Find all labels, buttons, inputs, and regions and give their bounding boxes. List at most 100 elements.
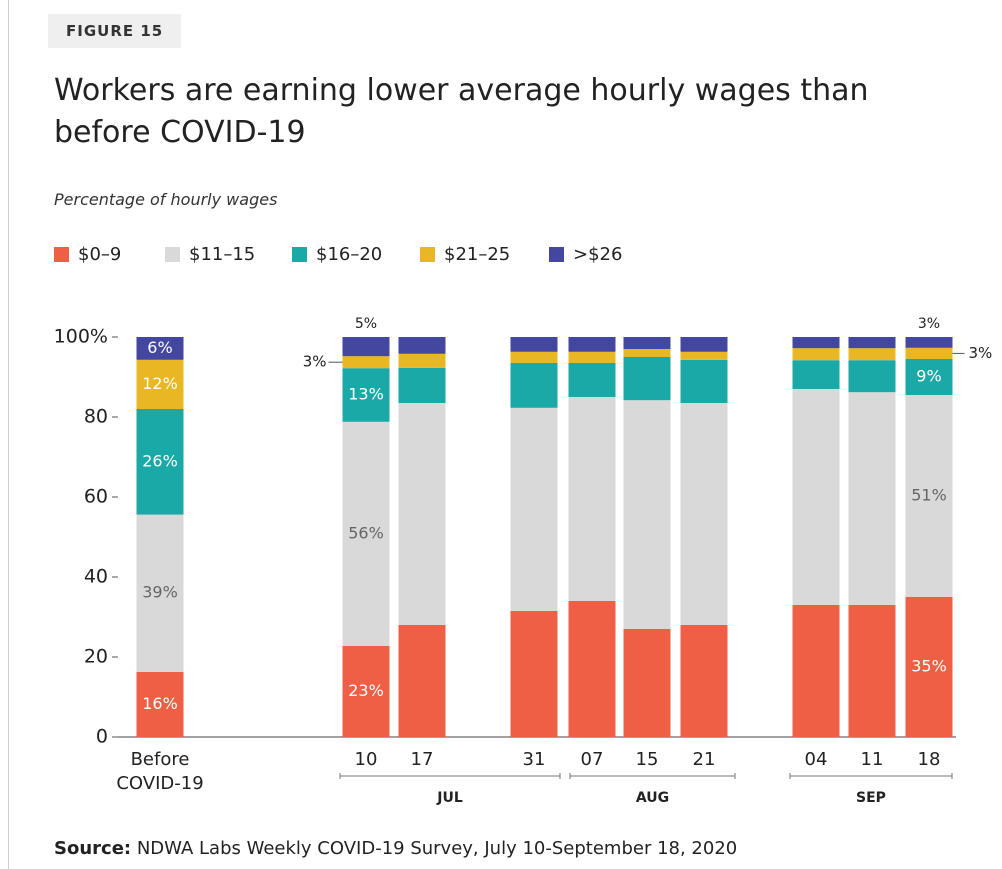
x-tick-label: 21 <box>692 749 716 770</box>
value-label: 5% <box>355 316 377 332</box>
x-tick-label: 31 <box>522 749 546 770</box>
legend-label: $16–20 <box>316 244 382 265</box>
y-tick-label: 60 <box>84 486 108 508</box>
value-label: 23% <box>348 681 384 700</box>
x-tick-label: 18 <box>917 749 941 770</box>
source: Source: NDWA Labs Weekly COVID-19 Survey… <box>54 838 737 859</box>
value-label: 51% <box>911 486 947 505</box>
x-tick-label-box: 31 <box>522 749 546 770</box>
group-label: SEP <box>856 790 886 806</box>
value-label: 35% <box>911 657 947 676</box>
bar-segment <box>342 337 390 357</box>
bar-segment <box>568 351 616 363</box>
y-tick-label: 0 <box>96 726 108 748</box>
bar-segment <box>510 351 558 363</box>
value-label: 3% <box>303 353 327 371</box>
group-label: JUL <box>436 790 463 806</box>
bar-segment <box>792 337 840 349</box>
y-tick-label: 100% <box>54 326 108 348</box>
bar-segment <box>848 337 896 349</box>
y-tick-label: 40 <box>84 566 108 588</box>
bar-segment <box>510 611 558 737</box>
source-label: Source: <box>54 838 132 859</box>
legend-label: >$26 <box>573 244 622 265</box>
x-tick-label: Before COVID-19 <box>116 749 204 794</box>
bar-segment <box>568 337 616 352</box>
figure-label: FIGURE 15 <box>48 14 182 48</box>
value-label: 26% <box>142 451 178 470</box>
chart-subtitle: Percentage of hourly wages <box>54 190 278 209</box>
bar-segment <box>510 407 558 611</box>
y-tick-label: 20 <box>84 646 108 668</box>
x-tick-label-box: 15 <box>635 749 659 770</box>
bar-segment <box>905 359 953 395</box>
value-label: 16% <box>142 694 178 713</box>
x-tick-label-box: 11 <box>860 749 884 770</box>
x-tick-label: 11 <box>860 749 884 770</box>
value-label: 3% <box>969 344 993 362</box>
bar-segment <box>398 625 446 737</box>
bar-segment <box>848 392 896 605</box>
bar-segment <box>510 337 558 352</box>
bar-segment <box>905 395 953 597</box>
value-label: 56% <box>348 523 384 542</box>
x-tick-label: 04 <box>804 749 828 770</box>
x-tick-label: 15 <box>635 749 659 770</box>
value-label: 9% <box>916 367 941 386</box>
bar-segment <box>623 357 671 401</box>
bar-segment <box>623 337 671 349</box>
legend-swatch <box>549 247 564 262</box>
legend-label: $0–9 <box>78 244 121 265</box>
x-tick-label: 17 <box>410 749 434 770</box>
x-tick-label: 10 <box>354 749 378 770</box>
value-label: 13% <box>348 385 384 404</box>
bar-segment <box>136 514 184 672</box>
bar-segment <box>568 397 616 601</box>
bar-segment <box>792 348 840 361</box>
bar-segment <box>792 389 840 605</box>
bar-segment <box>905 597 953 737</box>
bar-segment <box>568 363 616 397</box>
chart-title: Workers are earning lower average hourly… <box>54 73 869 150</box>
bar-segment <box>680 403 728 625</box>
bar-segment <box>792 605 840 737</box>
value-label: 6% <box>147 338 172 357</box>
value-label: 12% <box>142 374 178 393</box>
bar-segment <box>623 400 671 629</box>
value-label: 39% <box>142 583 178 602</box>
bar-segment <box>680 337 728 352</box>
x-tick-label-box: 21 <box>692 749 716 770</box>
x-tick-label-box: 10 <box>354 749 378 770</box>
bar-segment <box>398 337 446 354</box>
bar-segment <box>905 337 953 348</box>
bar-segment <box>848 605 896 737</box>
bar-segment <box>848 360 896 393</box>
bar-segment <box>398 367 446 403</box>
bar-segment <box>623 629 671 737</box>
bar-segment <box>792 360 840 389</box>
bar-segment <box>342 368 390 422</box>
bar-segment <box>136 359 184 409</box>
bar-segment <box>623 349 671 357</box>
legend-swatch <box>165 247 180 262</box>
bar-segment <box>342 356 390 369</box>
bar-segment <box>680 351 728 360</box>
legend-swatch <box>420 247 435 262</box>
group-label: AUG <box>636 790 669 806</box>
bar-segment <box>848 348 896 361</box>
bar-segment <box>510 363 558 408</box>
bar-segment <box>136 337 184 360</box>
bar-segment <box>680 625 728 737</box>
bar-segment <box>136 409 184 515</box>
legend-swatch <box>54 247 69 262</box>
x-tick-label-box: 04 <box>804 749 828 770</box>
legend-label: $11–15 <box>189 244 255 265</box>
bar-segment <box>342 421 390 646</box>
bar-segment <box>680 359 728 403</box>
x-tick-label-box: 17 <box>410 749 434 770</box>
bar-segment <box>398 403 446 625</box>
x-tick-label-box: Before COVID-19 <box>116 749 204 794</box>
x-tick-label-box: 07 <box>581 749 604 770</box>
